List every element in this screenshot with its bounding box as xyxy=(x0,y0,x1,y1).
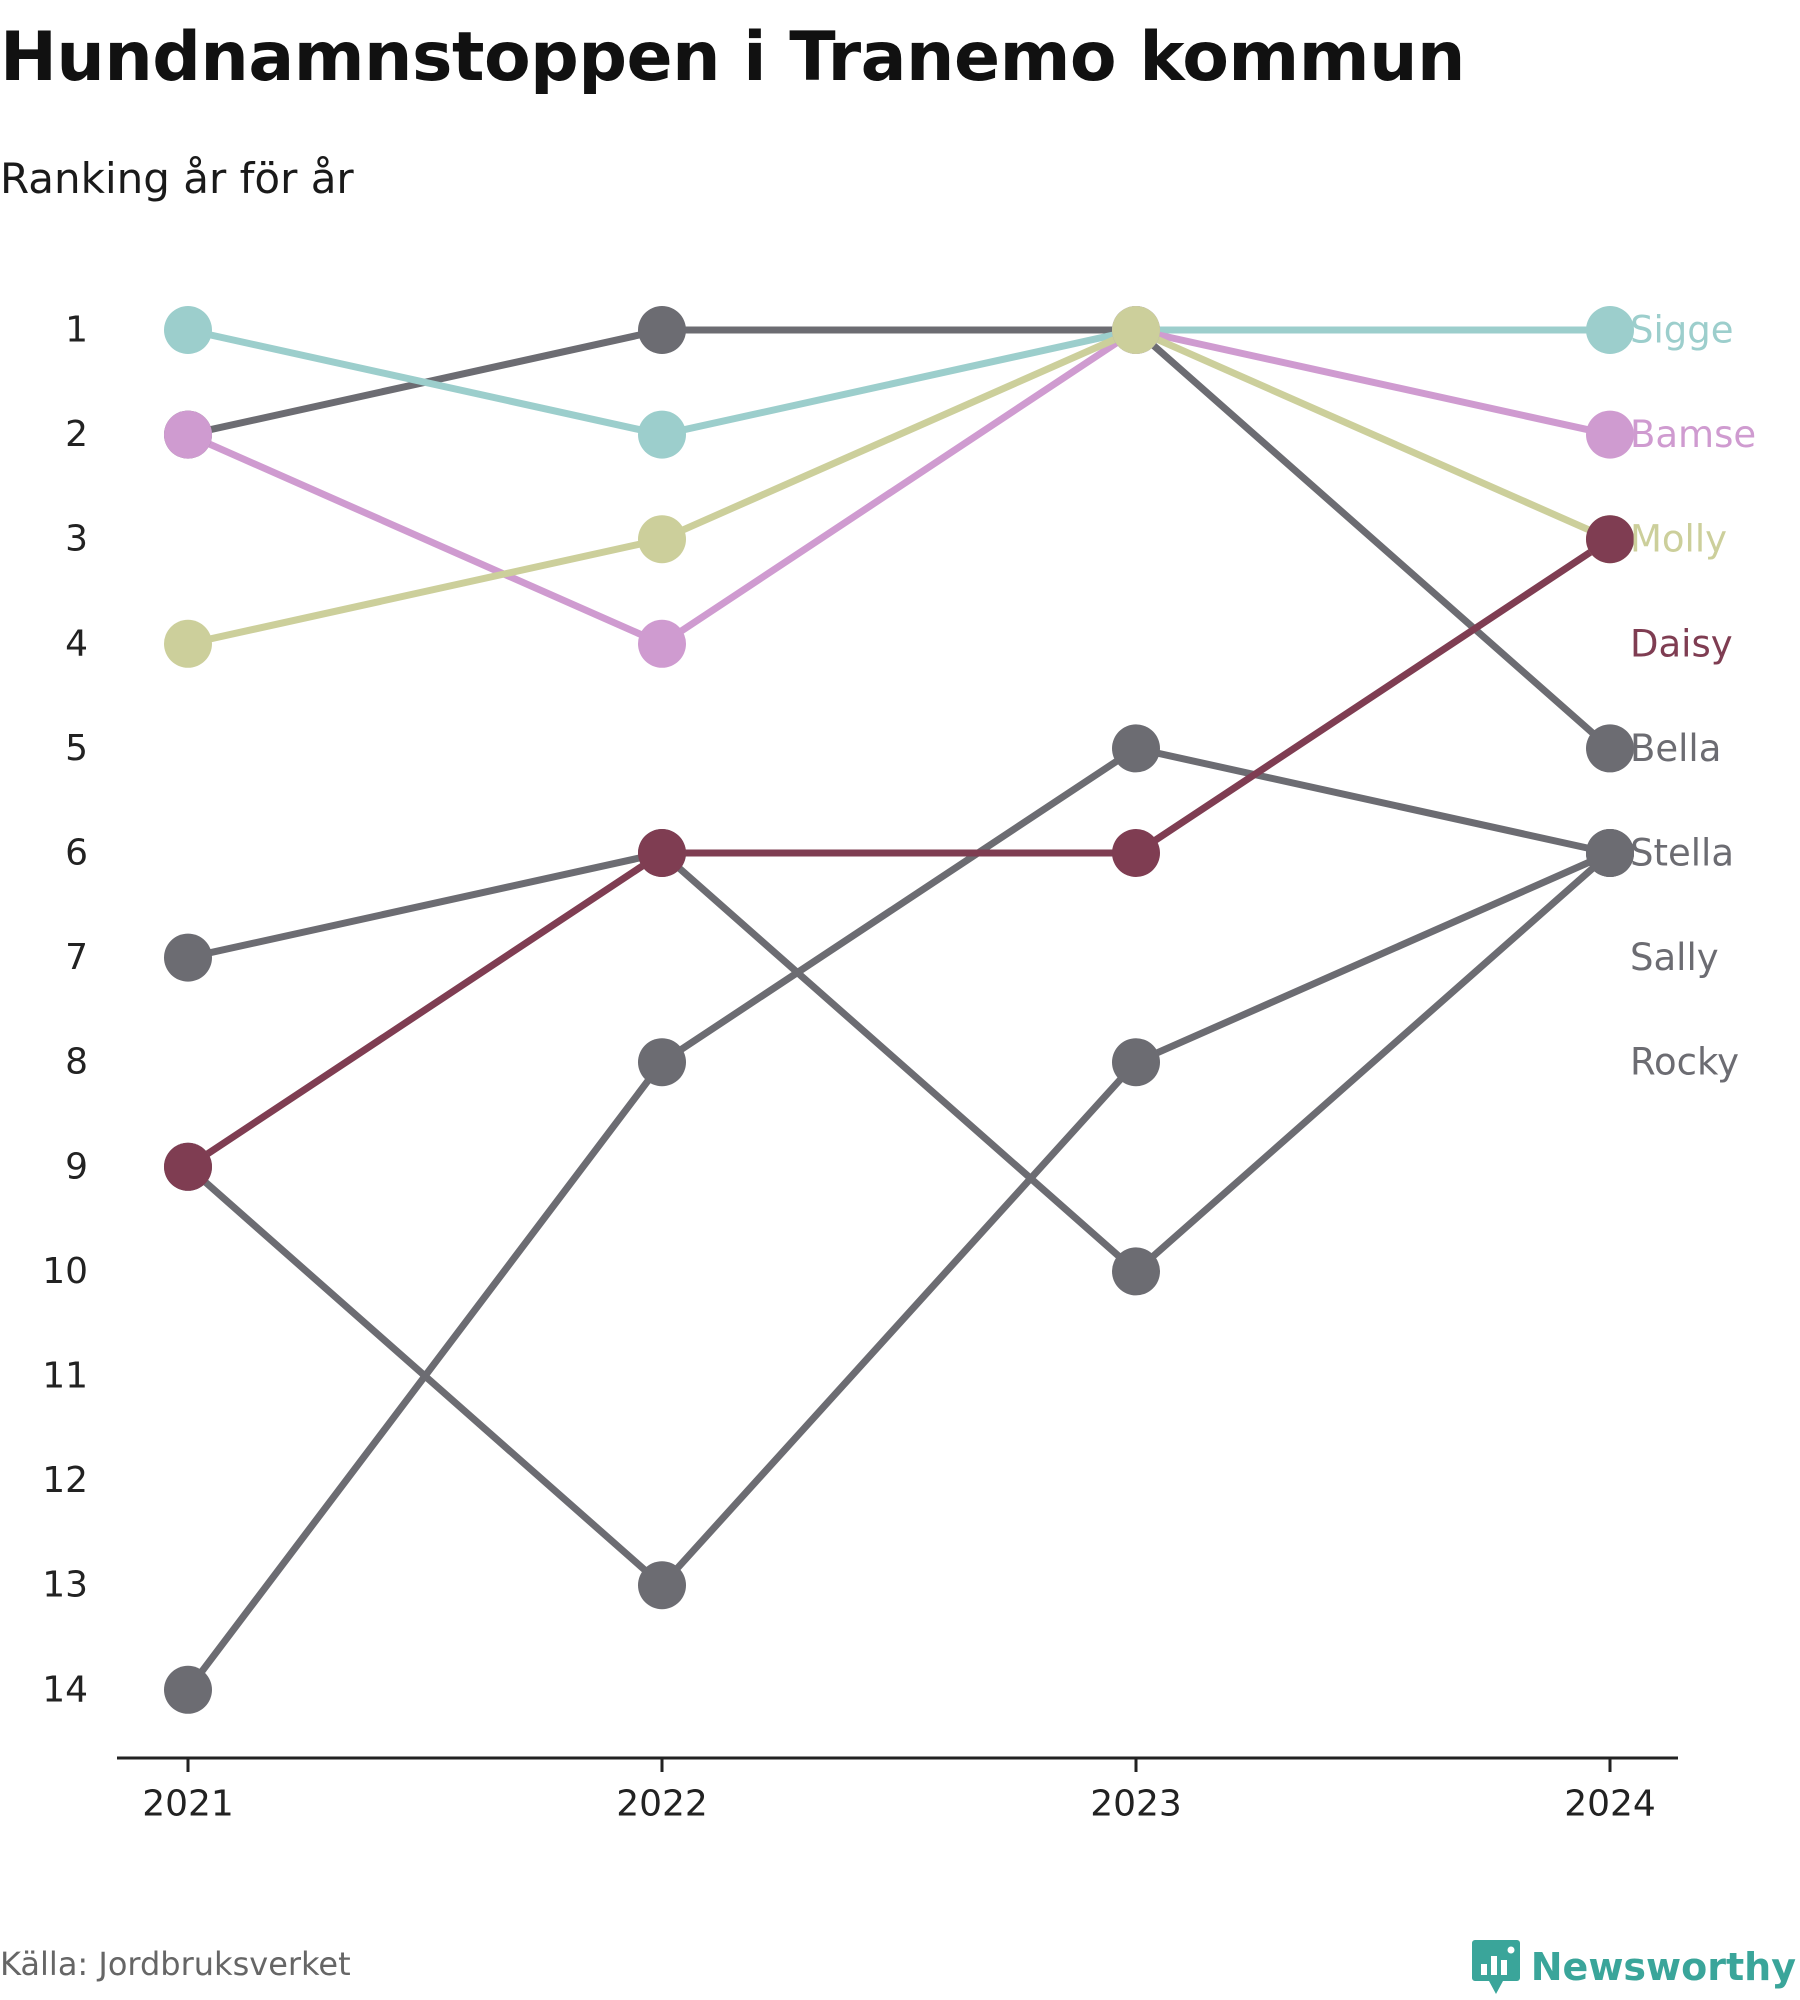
series-line-molly xyxy=(184,326,1614,648)
y-tick-label: 9 xyxy=(65,1146,88,1187)
series-labels: Sigge Bamse Molly Daisy Bella Stella Sally Rock… xyxy=(1630,309,1756,1084)
series-line-bella xyxy=(184,326,1614,752)
chart-subtitle: Ranking år för år xyxy=(0,154,354,203)
y-tick-label: 7 xyxy=(65,937,88,978)
y-tick-label: 4 xyxy=(65,623,88,664)
data-point-molly xyxy=(638,515,686,564)
y-tick-label: 13 xyxy=(42,1565,88,1606)
data-point-molly xyxy=(164,619,212,668)
y-tick-label: 12 xyxy=(42,1460,88,1501)
data-point-molly xyxy=(1112,306,1160,354)
series-line-daisy xyxy=(184,535,1614,1171)
series-label-sigge: Sigge xyxy=(1630,309,1734,352)
data-point-sally xyxy=(638,1561,686,1610)
series-label-daisy: Daisy xyxy=(1630,622,1733,665)
y-tick-label: 2 xyxy=(65,414,88,455)
series-label-molly: Molly xyxy=(1630,518,1727,561)
data-point-daisy xyxy=(1586,515,1634,564)
series-line-rocky xyxy=(184,744,1614,1694)
data-point-rocky xyxy=(164,1665,212,1714)
series-line-sally xyxy=(184,849,1614,1589)
data-point-daisy xyxy=(164,1142,212,1191)
series-label-stella: Stella xyxy=(1630,832,1734,875)
brand-logo[interactable]: Newsworthy xyxy=(1471,1938,1796,1996)
data-point-bella xyxy=(638,306,686,354)
data-point-sigge xyxy=(164,306,212,354)
data-point-stella xyxy=(1112,1247,1160,1296)
x-tick-label: 2024 xyxy=(1564,1784,1656,1825)
x-tick-label: 2022 xyxy=(616,1784,708,1825)
series-label-bella: Bella xyxy=(1630,727,1721,770)
data-point-bamse xyxy=(638,619,686,668)
y-tick-label: 10 xyxy=(42,1251,88,1292)
data-point-sigge xyxy=(1586,306,1634,354)
y-tick-label: 6 xyxy=(65,833,88,874)
series-label-sally: Sally xyxy=(1630,936,1719,979)
x-tick-label: 2021 xyxy=(142,1784,234,1825)
data-point-rocky xyxy=(1586,829,1634,877)
newsworthy-chart-bubble-icon xyxy=(1471,1940,1520,1994)
data-point-sigge xyxy=(638,410,686,459)
data-point-daisy xyxy=(638,829,686,877)
data-point-rocky xyxy=(1112,724,1160,773)
series-line-stella xyxy=(184,849,1614,1275)
data-point-rocky xyxy=(638,1038,686,1087)
series-line-bamse xyxy=(184,326,1614,648)
data-point-bella xyxy=(1586,724,1634,773)
y-tick-label: 11 xyxy=(42,1356,88,1397)
series-line-sigge xyxy=(184,326,1614,439)
data-point-bamse xyxy=(164,410,212,459)
data-point-bamse xyxy=(1586,410,1634,459)
series-lines xyxy=(184,326,1614,1694)
y-tick-label: 3 xyxy=(65,519,88,560)
y-tick-label: 1 xyxy=(65,310,88,351)
series-label-bamse: Bamse xyxy=(1630,413,1756,456)
series-label-rocky: Rocky xyxy=(1630,1041,1739,1084)
x-axis: 2021 2022 2023 2024 xyxy=(117,1756,1678,1825)
x-tick-label: 2023 xyxy=(1090,1784,1182,1825)
y-tick-label: 5 xyxy=(65,728,88,769)
data-point-daisy xyxy=(1112,829,1160,877)
y-tick-label: 8 xyxy=(65,1042,88,1083)
series-points xyxy=(164,306,1634,1714)
data-point-stella xyxy=(164,933,212,982)
brand-name: Newsworthy xyxy=(1530,1945,1796,1989)
y-tick-label: 14 xyxy=(42,1669,88,1710)
data-point-sally xyxy=(1112,1038,1160,1087)
source-note: Källa: Jordbruksverket xyxy=(0,1945,351,1983)
chart-title: Hundnamnstoppen i Tranemo kommun xyxy=(0,18,1465,97)
